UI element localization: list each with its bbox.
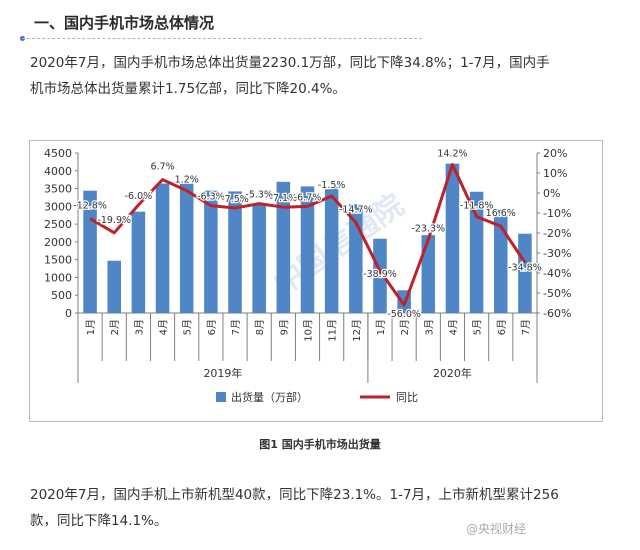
left-tick-label: 1000 bbox=[44, 271, 72, 284]
bar bbox=[155, 183, 170, 313]
right-tick-label: 20% bbox=[543, 147, 567, 160]
data-label: -19.9% bbox=[97, 215, 131, 226]
x-tick-label: 1月 bbox=[375, 319, 387, 335]
paragraph-line: 机市场总体出货量累计1.75亿部，同比下降20.4%。 bbox=[30, 81, 346, 97]
right-tick-label: 10% bbox=[543, 167, 567, 180]
data-label: -14.7% bbox=[339, 204, 373, 215]
right-tick-label: -50% bbox=[543, 287, 571, 300]
data-label: -56.0% bbox=[387, 309, 421, 320]
x-tick-label: 8月 bbox=[254, 319, 266, 335]
x-tick-label: 3月 bbox=[133, 319, 145, 335]
right-tick-label: -60% bbox=[543, 307, 571, 320]
paragraph-new-models: 2020年7月，国内手机上市新机型40款，同比下降23.1%。1-7月，上市新机… bbox=[30, 482, 620, 534]
yoy-line bbox=[89, 163, 527, 307]
left-tick-label: 2000 bbox=[44, 236, 72, 249]
data-label: -11.8% bbox=[460, 201, 494, 212]
bar bbox=[179, 183, 194, 313]
x-tick-label: 5月 bbox=[472, 319, 484, 335]
group-label: 2019年 bbox=[203, 366, 242, 380]
right-tick-label: -40% bbox=[543, 267, 571, 280]
x-tick-label: 7月 bbox=[230, 319, 242, 335]
legend-swatch-bar bbox=[216, 392, 226, 402]
data-label: -5.3% bbox=[245, 190, 273, 201]
data-label: -6.0% bbox=[125, 191, 153, 202]
x-tick-label: 2月 bbox=[399, 319, 411, 335]
paragraph-line: 款，同比下降14.1%。 bbox=[30, 513, 168, 529]
group-label: 2020年 bbox=[433, 366, 472, 380]
bar bbox=[131, 211, 146, 313]
data-label: 6.7% bbox=[150, 162, 174, 173]
left-tick-label: 0 bbox=[65, 307, 72, 320]
x-tick-label: 2月 bbox=[109, 319, 121, 335]
left-tick-label: 2500 bbox=[44, 218, 72, 231]
right-tick-label: -10% bbox=[543, 207, 571, 220]
shipment-chart: 中国信通院05001000150020002500300035004000450… bbox=[44, 147, 571, 404]
figure-caption: 图1 国内手机市场出货量 bbox=[259, 438, 381, 451]
left-tick-label: 3500 bbox=[44, 183, 72, 196]
right-tick-label: -30% bbox=[543, 247, 571, 260]
x-tick-label: 3月 bbox=[423, 319, 435, 335]
bar bbox=[300, 186, 315, 313]
x-tick-label: 4月 bbox=[158, 319, 170, 335]
x-tick-label: 11月 bbox=[327, 319, 339, 342]
left-tick-label: 3000 bbox=[44, 200, 72, 213]
chart-frame: 中国信通院 0 500 1000 1500 2000 2500 3000 3500 4000 450… bbox=[29, 140, 603, 422]
data-label: -38.9% bbox=[363, 269, 397, 280]
data-label: 14.2% bbox=[437, 149, 467, 160]
heading-underline bbox=[22, 38, 422, 40]
bar bbox=[228, 191, 242, 313]
x-tick-label: 1月 bbox=[85, 319, 97, 335]
bar bbox=[107, 260, 122, 313]
data-label: -12.8% bbox=[73, 201, 107, 212]
x-tick-label: 9月 bbox=[278, 319, 290, 335]
data-label: -6.3% bbox=[197, 192, 225, 203]
data-label: -23.3% bbox=[411, 224, 445, 235]
bar bbox=[324, 186, 339, 313]
data-label: -6.7% bbox=[294, 192, 322, 203]
data-label: -1.5% bbox=[318, 180, 346, 191]
bar bbox=[204, 190, 218, 313]
bar bbox=[373, 238, 387, 313]
bar bbox=[445, 163, 460, 313]
data-label: -7.1% bbox=[270, 193, 298, 204]
data-label: -34.8% bbox=[508, 263, 542, 274]
legend-label-line: 同比 bbox=[396, 391, 418, 404]
left-tick-label: 500 bbox=[51, 289, 72, 302]
data-label: 16.6% bbox=[486, 208, 516, 219]
data-label: 1.2% bbox=[175, 175, 199, 186]
bar bbox=[469, 191, 484, 313]
left-tick-label: 1500 bbox=[44, 254, 72, 267]
data-label: -7.5% bbox=[221, 194, 249, 205]
bar bbox=[276, 181, 291, 313]
paragraph-line: 2020年7月，国内手机市场总体出货量2230.1万部，同比下降34.8%；1-… bbox=[30, 55, 550, 71]
paragraph-line: 2020年7月，国内手机上市新机型40款，同比下降23.1%。1-7月，上市新机… bbox=[30, 487, 559, 503]
x-tick-label: 12月 bbox=[351, 319, 363, 342]
right-tick-label: -20% bbox=[543, 227, 571, 240]
bar bbox=[493, 209, 508, 313]
x-tick-label: 6月 bbox=[206, 319, 218, 335]
x-tick-label: 7月 bbox=[520, 319, 532, 335]
right-tick-label: 0% bbox=[543, 187, 560, 200]
bar bbox=[252, 203, 266, 313]
paragraph-shipments: 2020年7月，国内手机市场总体出货量2230.1万部，同比下降34.8%；1-… bbox=[30, 50, 620, 102]
bar bbox=[421, 235, 436, 313]
x-tick-label: 10月 bbox=[303, 319, 315, 342]
source-watermark: @央视财经 bbox=[466, 522, 527, 536]
bar bbox=[518, 233, 532, 313]
x-tick-label: 6月 bbox=[496, 319, 508, 335]
left-tick-label: 4500 bbox=[44, 147, 72, 160]
legend-label-bar: 出货量（万部） bbox=[231, 390, 308, 404]
x-tick-label: 5月 bbox=[182, 319, 194, 335]
x-tick-label: 4月 bbox=[447, 319, 459, 335]
left-tick-label: 4000 bbox=[44, 165, 72, 178]
section-heading: 一、国内手机市场总体情况 bbox=[34, 14, 215, 32]
